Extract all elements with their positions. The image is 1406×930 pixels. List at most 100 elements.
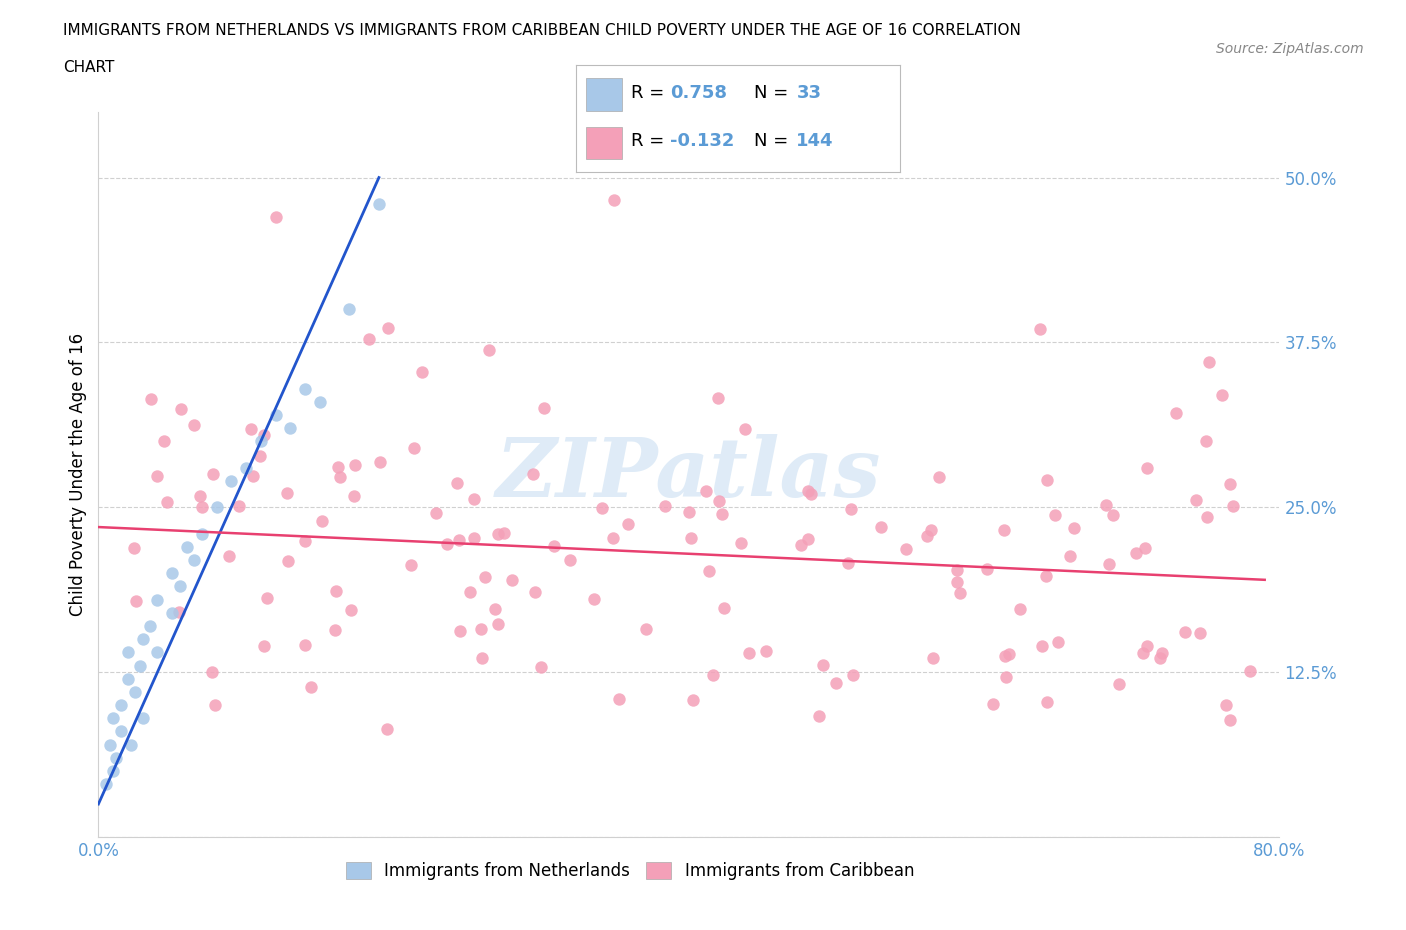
Point: [920, 523, 942, 538]
Point: [294, 638, 316, 653]
Point: [132, 711, 155, 725]
Point: [103, 711, 125, 725]
Point: [1098, 557, 1121, 572]
Point: [1150, 645, 1173, 660]
Point: [325, 584, 347, 599]
Point: [169, 604, 191, 619]
Point: [1211, 387, 1233, 402]
Point: [533, 401, 555, 416]
Text: 0.758: 0.758: [671, 85, 727, 102]
Point: [994, 670, 1017, 684]
Point: [1219, 476, 1241, 491]
Point: [695, 483, 717, 498]
Point: [607, 691, 630, 706]
Text: 144: 144: [796, 132, 834, 151]
Point: [921, 650, 943, 665]
Point: [617, 517, 640, 532]
Point: [825, 676, 848, 691]
Point: [425, 506, 447, 521]
Point: [734, 421, 756, 436]
Point: [404, 441, 426, 456]
Point: [323, 623, 346, 638]
Point: [120, 737, 142, 752]
Point: [1164, 405, 1187, 420]
Y-axis label: Child Poverty Under the Age of 16: Child Poverty Under the Age of 16: [69, 333, 87, 616]
Point: [837, 555, 859, 570]
Point: [249, 448, 271, 463]
Point: [264, 209, 287, 224]
Point: [1222, 499, 1244, 514]
Point: [253, 428, 276, 443]
Point: [494, 525, 516, 540]
Point: [253, 638, 276, 653]
Point: [436, 537, 458, 551]
Point: [117, 644, 139, 659]
Point: [591, 500, 613, 515]
Point: [311, 513, 333, 528]
Point: [813, 658, 835, 673]
Point: [370, 455, 392, 470]
Point: [1101, 508, 1123, 523]
Point: [949, 586, 972, 601]
Point: [602, 531, 624, 546]
Point: [146, 592, 169, 607]
Point: [1043, 508, 1066, 523]
Point: [343, 458, 366, 472]
Text: CHART: CHART: [63, 60, 115, 75]
Point: [945, 575, 967, 590]
Point: [458, 584, 481, 599]
Point: [449, 624, 471, 639]
Point: [894, 541, 917, 556]
Point: [141, 392, 163, 406]
Point: [204, 698, 226, 712]
Point: [755, 644, 778, 658]
Point: [1059, 549, 1081, 564]
Point: [326, 459, 349, 474]
Point: [359, 331, 381, 346]
Point: [1135, 639, 1157, 654]
Point: [250, 434, 273, 449]
Point: [998, 646, 1021, 661]
Point: [280, 420, 302, 435]
Point: [156, 495, 179, 510]
Point: [201, 467, 224, 482]
Point: [183, 552, 205, 567]
Point: [139, 618, 162, 633]
Point: [796, 484, 818, 498]
Point: [463, 530, 485, 545]
Point: [711, 507, 734, 522]
Point: [110, 724, 132, 739]
Point: [1195, 434, 1218, 449]
Point: [654, 499, 676, 514]
Text: R =: R =: [631, 85, 665, 102]
Point: [478, 342, 501, 357]
Point: [530, 660, 553, 675]
Point: [1132, 646, 1154, 661]
Point: [94, 777, 117, 791]
Point: [221, 473, 243, 488]
Point: [486, 527, 509, 542]
Point: [1149, 651, 1171, 666]
Point: [470, 622, 492, 637]
Point: [343, 488, 366, 503]
Point: [790, 538, 813, 552]
Point: [205, 499, 228, 514]
Point: [738, 645, 761, 660]
Point: [256, 591, 278, 605]
Point: [679, 531, 702, 546]
Legend: Immigrants from Netherlands, Immigrants from Caribbean: Immigrants from Netherlands, Immigrants …: [339, 856, 921, 886]
Point: [471, 650, 494, 665]
Point: [1063, 520, 1085, 535]
Point: [706, 391, 728, 405]
Point: [713, 601, 735, 616]
Point: [309, 394, 332, 409]
Point: [800, 486, 823, 501]
Point: [1095, 498, 1118, 512]
Point: [117, 671, 139, 686]
Point: [377, 321, 399, 336]
Point: [486, 617, 509, 631]
Point: [1188, 626, 1211, 641]
Point: [1036, 695, 1059, 710]
Point: [162, 605, 183, 620]
Text: Source: ZipAtlas.com: Source: ZipAtlas.com: [1216, 42, 1364, 56]
